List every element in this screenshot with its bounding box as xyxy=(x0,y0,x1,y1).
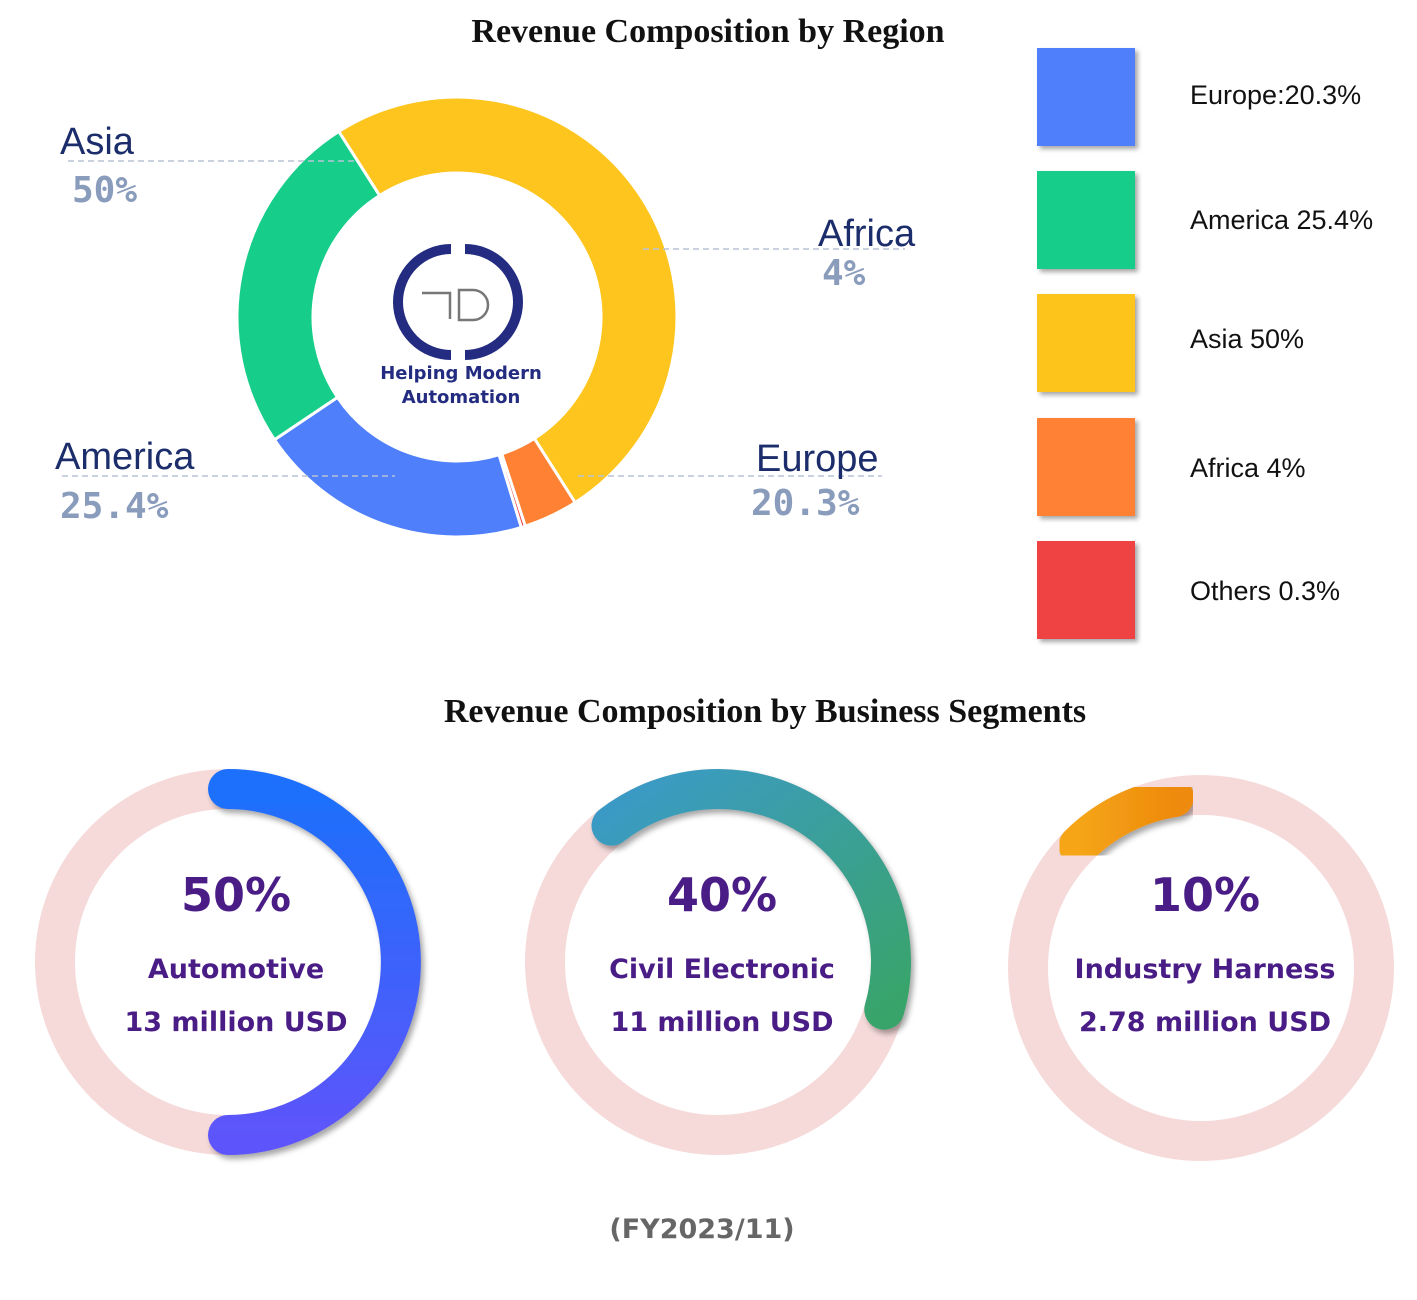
legend-swatch-others xyxy=(1037,541,1135,639)
fiscal-year-note: (FY2023/11) xyxy=(609,1214,794,1245)
region-legend: Europe:20.3% America 25.4% Asia 50% Afri… xyxy=(1037,48,1373,639)
america-callout-pct: 25.4% xyxy=(60,486,169,527)
legend-label-others: Others 0.3% xyxy=(1190,576,1340,606)
logo-letter-d xyxy=(457,288,490,322)
segment-industry-harness-pct: 10% xyxy=(1150,868,1260,922)
segment-ring-progress-automotive xyxy=(208,769,421,1155)
region-title: Revenue Composition by Region xyxy=(471,13,944,50)
segment-civil-electronic-amount: 11 million USD xyxy=(610,1007,833,1038)
asia-callout-name: Asia xyxy=(60,121,135,163)
legend-label-asia: Asia 50% xyxy=(1190,324,1304,354)
legend-label-africa: Africa 4% xyxy=(1190,453,1306,483)
segment-ring-progress-civil-electronic xyxy=(591,769,911,1030)
logo-letter-t xyxy=(422,291,452,319)
segment-automotive-name: Automotive xyxy=(148,954,324,985)
segment-automotive-amount: 13 million USD xyxy=(124,1007,347,1038)
donut-slice-europe xyxy=(272,395,524,539)
legend-swatch-asia xyxy=(1037,294,1135,392)
asia-callout-pct: 50% xyxy=(72,170,137,211)
logo-ring-right xyxy=(464,244,523,360)
logo-tagline-line2: Automation xyxy=(402,387,521,408)
segment-industry-harness-amount: 2.78 million USD xyxy=(1079,1007,1331,1038)
legend-swatch-europe xyxy=(1037,48,1135,146)
donut-slice-asia xyxy=(336,95,679,505)
africa-callout-name: Africa xyxy=(818,213,916,255)
segment-rings xyxy=(35,769,1394,1161)
region-donut-chart xyxy=(235,95,679,539)
segments-title: Revenue Composition by Business Segments xyxy=(444,693,1086,730)
europe-callout-name: Europe xyxy=(756,438,879,480)
segment-ring-progress-industry-harness xyxy=(1058,777,1194,866)
europe-callout-pct: 20.3% xyxy=(751,483,860,524)
segment-civil-electronic-name: Civil Electronic xyxy=(609,954,835,985)
africa-callout-pct: 4% xyxy=(822,253,866,294)
donut-slice-others xyxy=(497,451,528,530)
segment-automotive-pct: 50% xyxy=(181,868,291,922)
legend-swatch-africa xyxy=(1037,418,1135,516)
segment-civil-electronic-pct: 40% xyxy=(667,868,777,922)
logo-tagline-line1: Helping Modern xyxy=(380,363,542,384)
segment-ring-track-industry-harness xyxy=(1008,775,1394,1161)
segment-industry-harness-name: Industry Harness xyxy=(1075,954,1336,985)
donut-slice-america xyxy=(235,129,382,442)
legend-label-europe: Europe:20.3% xyxy=(1190,80,1361,110)
america-callout-name: America xyxy=(55,436,195,478)
legend-label-america: America 25.4% xyxy=(1190,205,1373,235)
legend-swatch-america xyxy=(1037,171,1135,269)
logo-ring-left xyxy=(393,244,452,360)
td-logo xyxy=(393,244,523,360)
